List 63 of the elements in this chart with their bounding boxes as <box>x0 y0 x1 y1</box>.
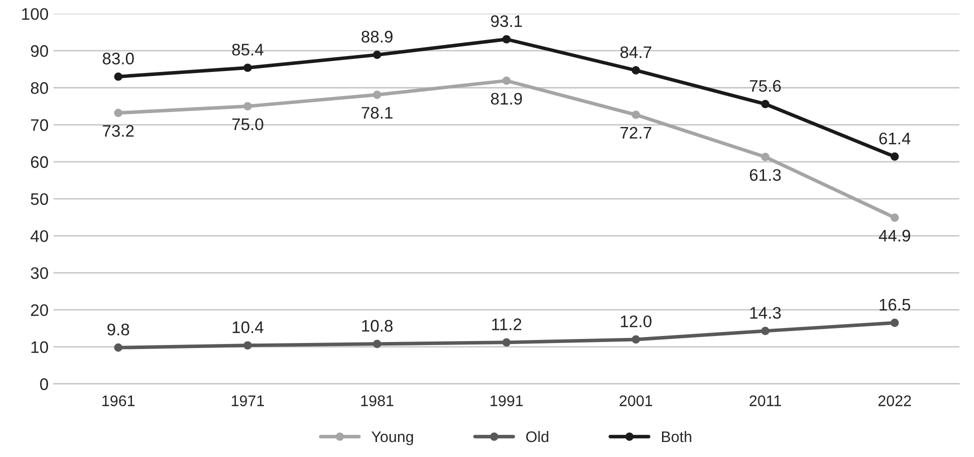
point <box>372 50 382 59</box>
point <box>114 72 122 81</box>
legend-label: Both <box>662 430 692 442</box>
data-label: 61.4 <box>879 132 910 144</box>
point <box>890 318 899 327</box>
point <box>761 100 770 108</box>
data-label: 9.8 <box>107 324 130 336</box>
y-tick-label: 40 <box>30 230 48 242</box>
y-tick-label: 100 <box>22 8 48 20</box>
data-label: 44.9 <box>878 230 910 242</box>
y-tick-label: 90 <box>30 45 48 57</box>
data-label: 10.4 <box>232 321 264 334</box>
x-tick-label: 1971 <box>232 395 264 406</box>
point <box>502 35 511 44</box>
point <box>761 326 770 336</box>
point <box>244 341 252 350</box>
legend-label: Young <box>372 432 413 446</box>
data-label: 73.2 <box>102 125 134 137</box>
x-tick-label: 1981 <box>361 395 394 406</box>
x-tick-label: 2011 <box>750 395 781 406</box>
point <box>244 102 252 110</box>
data-label: 75.0 <box>232 118 264 130</box>
data-label: 75.6 <box>750 80 781 92</box>
y-tick-label: 30 <box>30 267 48 280</box>
y-tick-label: 0 <box>40 378 48 390</box>
legend-label: Old <box>526 430 548 442</box>
data-label: 78.1 <box>362 106 392 119</box>
data-label: 16.5 <box>880 298 910 311</box>
data-label: 10.8 <box>362 320 393 332</box>
point <box>890 214 899 222</box>
y-tick-label: 20 <box>31 304 48 316</box>
point <box>244 64 252 72</box>
y-tick-label: 50 <box>30 193 48 205</box>
y-tick-label: 70 <box>31 119 48 131</box>
data-label: 93.1 <box>491 15 522 28</box>
data-label: 11.2 <box>492 318 522 330</box>
data-label: 81.9 <box>490 92 522 105</box>
x-tick-label: 2022 <box>878 395 911 406</box>
x-tick-label: 2001 <box>620 395 652 406</box>
point <box>632 66 640 75</box>
point <box>114 343 122 352</box>
point <box>114 108 122 118</box>
data-label: 14.3 <box>750 306 781 319</box>
x-tick-label: 1961 <box>102 395 135 406</box>
data-label: 84.7 <box>620 46 652 58</box>
data-label: 12.0 <box>620 315 652 328</box>
data-label: 61.3 <box>750 169 781 181</box>
point <box>372 90 382 99</box>
point <box>632 110 640 119</box>
y-tick-label: 60 <box>31 156 48 168</box>
data-label: 85.4 <box>232 44 264 56</box>
point <box>890 152 899 161</box>
point <box>632 335 640 344</box>
y-tick-label: 10 <box>31 341 48 354</box>
data-label: 83.0 <box>102 52 134 64</box>
point <box>761 152 770 162</box>
point <box>502 338 511 347</box>
point <box>502 76 511 85</box>
y-tick-label: 80 <box>30 82 48 94</box>
data-label: 72.7 <box>620 126 652 139</box>
x-tick-label: 1991 <box>490 395 523 406</box>
point <box>372 340 382 348</box>
data-label: 88.9 <box>362 30 393 43</box>
